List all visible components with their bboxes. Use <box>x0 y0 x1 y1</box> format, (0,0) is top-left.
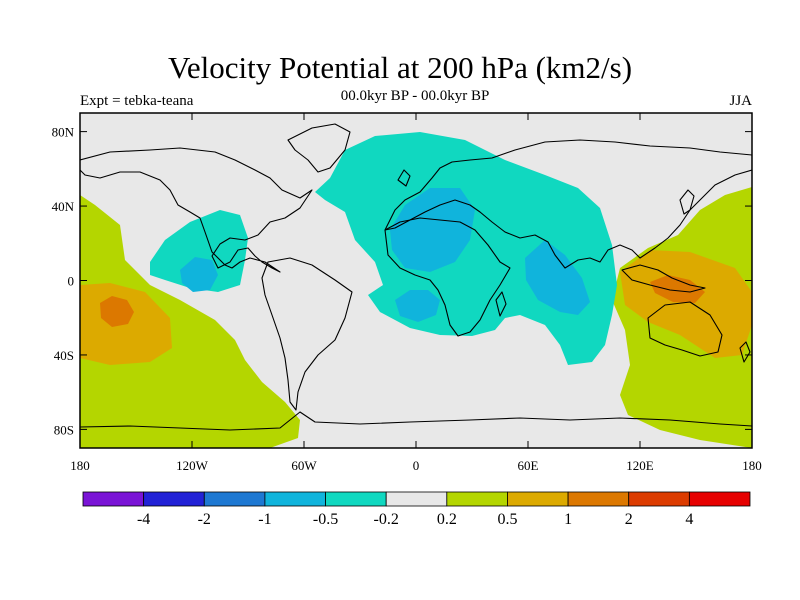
australia-outline <box>647 301 723 357</box>
colorbar-swatch <box>143 491 205 507</box>
map-title: Velocity Potential at 200 hPa (km2/s) <box>167 50 633 85</box>
level-1-regions <box>100 275 705 327</box>
lon-tick-label: 120W <box>176 458 209 473</box>
season-label: JJA <box>729 93 752 109</box>
atlantic-africa-negative-region <box>315 132 617 365</box>
colorbar-labels: -4 -2 -1 -0.5 -0.2 0.2 0.5 1 2 4 <box>137 511 693 528</box>
colorbar-swatch <box>567 491 630 507</box>
colorbar-swatch <box>385 491 448 507</box>
south-atlantic-neg05-region <box>395 290 440 322</box>
eastern-pacific-1-region <box>100 296 134 327</box>
lat-tick-label: 0 <box>68 274 75 289</box>
lon-tick-label: 60E <box>518 458 539 473</box>
negative-regions <box>150 132 617 365</box>
colorbar-swatch <box>82 491 145 507</box>
colorbar-label: -2 <box>198 511 211 528</box>
lat-tick-label: 40N <box>52 199 75 214</box>
longitude-axis: 180 120W 60W 0 60E 120E 180 <box>70 113 762 473</box>
level-neg05-regions <box>180 188 590 322</box>
lon-tick-label: 0 <box>413 458 420 473</box>
africa-outline <box>384 217 511 337</box>
east-pacific-neg05-region <box>180 257 218 292</box>
africa-neg05-region <box>390 188 475 272</box>
central-america-negative-region <box>150 210 248 292</box>
eurasia-outline <box>384 139 752 269</box>
lon-tick-label: 120E <box>626 458 654 473</box>
lon-tick-label: 180 <box>70 458 90 473</box>
map-plot-area <box>80 113 752 448</box>
lat-tick-label: 80S <box>54 422 74 437</box>
south-america-outline <box>261 257 353 411</box>
experiment-label: Expt = tebka-teana <box>80 93 194 109</box>
colorbar-label: 0.5 <box>497 511 517 528</box>
colorbar <box>82 491 751 507</box>
lon-tick-label: 180 <box>742 458 762 473</box>
lon-tick-label: 60W <box>291 458 317 473</box>
uk-outline <box>397 169 411 187</box>
coastlines <box>80 123 752 431</box>
colorbar-swatch <box>507 491 569 507</box>
western-pacific-1-region <box>650 275 705 303</box>
colorbar-swatch <box>628 491 690 507</box>
new-zealand-outline <box>739 341 751 363</box>
colorbar-swatch <box>203 491 266 507</box>
colorbar-label: -0.5 <box>313 511 338 528</box>
japan-outline <box>679 189 695 215</box>
madagascar-outline <box>495 291 507 317</box>
time-period-subtitle: 00.0kyr BP - 00.0kyr BP <box>340 88 490 104</box>
colorbar-label: -0.2 <box>374 511 399 528</box>
colorbar-swatch <box>688 491 751 507</box>
colorbar-label: -4 <box>137 511 150 528</box>
colorbar-label: 4 <box>685 511 693 528</box>
lat-tick-label: 40S <box>54 348 74 363</box>
greenland-outline <box>287 123 351 173</box>
colorbar-swatch <box>446 491 508 507</box>
latitude-axis: 80N 40N 0 40S 80S <box>52 125 752 437</box>
colorbar-swatch <box>264 491 326 507</box>
indonesia-outline <box>621 264 706 293</box>
lat-tick-label: 80N <box>52 125 75 140</box>
north-america-outline <box>80 147 313 273</box>
colorbar-label: 0.2 <box>437 511 457 528</box>
colorbar-label: 1 <box>564 511 572 528</box>
colorbar-label: -1 <box>258 511 271 528</box>
antarctica-outline <box>80 411 752 431</box>
indian-ocean-neg05-region <box>525 240 590 315</box>
colorbar-swatch <box>325 491 387 507</box>
colorbar-label: 2 <box>625 511 633 528</box>
eastern-pacific-positive-region <box>80 195 300 448</box>
